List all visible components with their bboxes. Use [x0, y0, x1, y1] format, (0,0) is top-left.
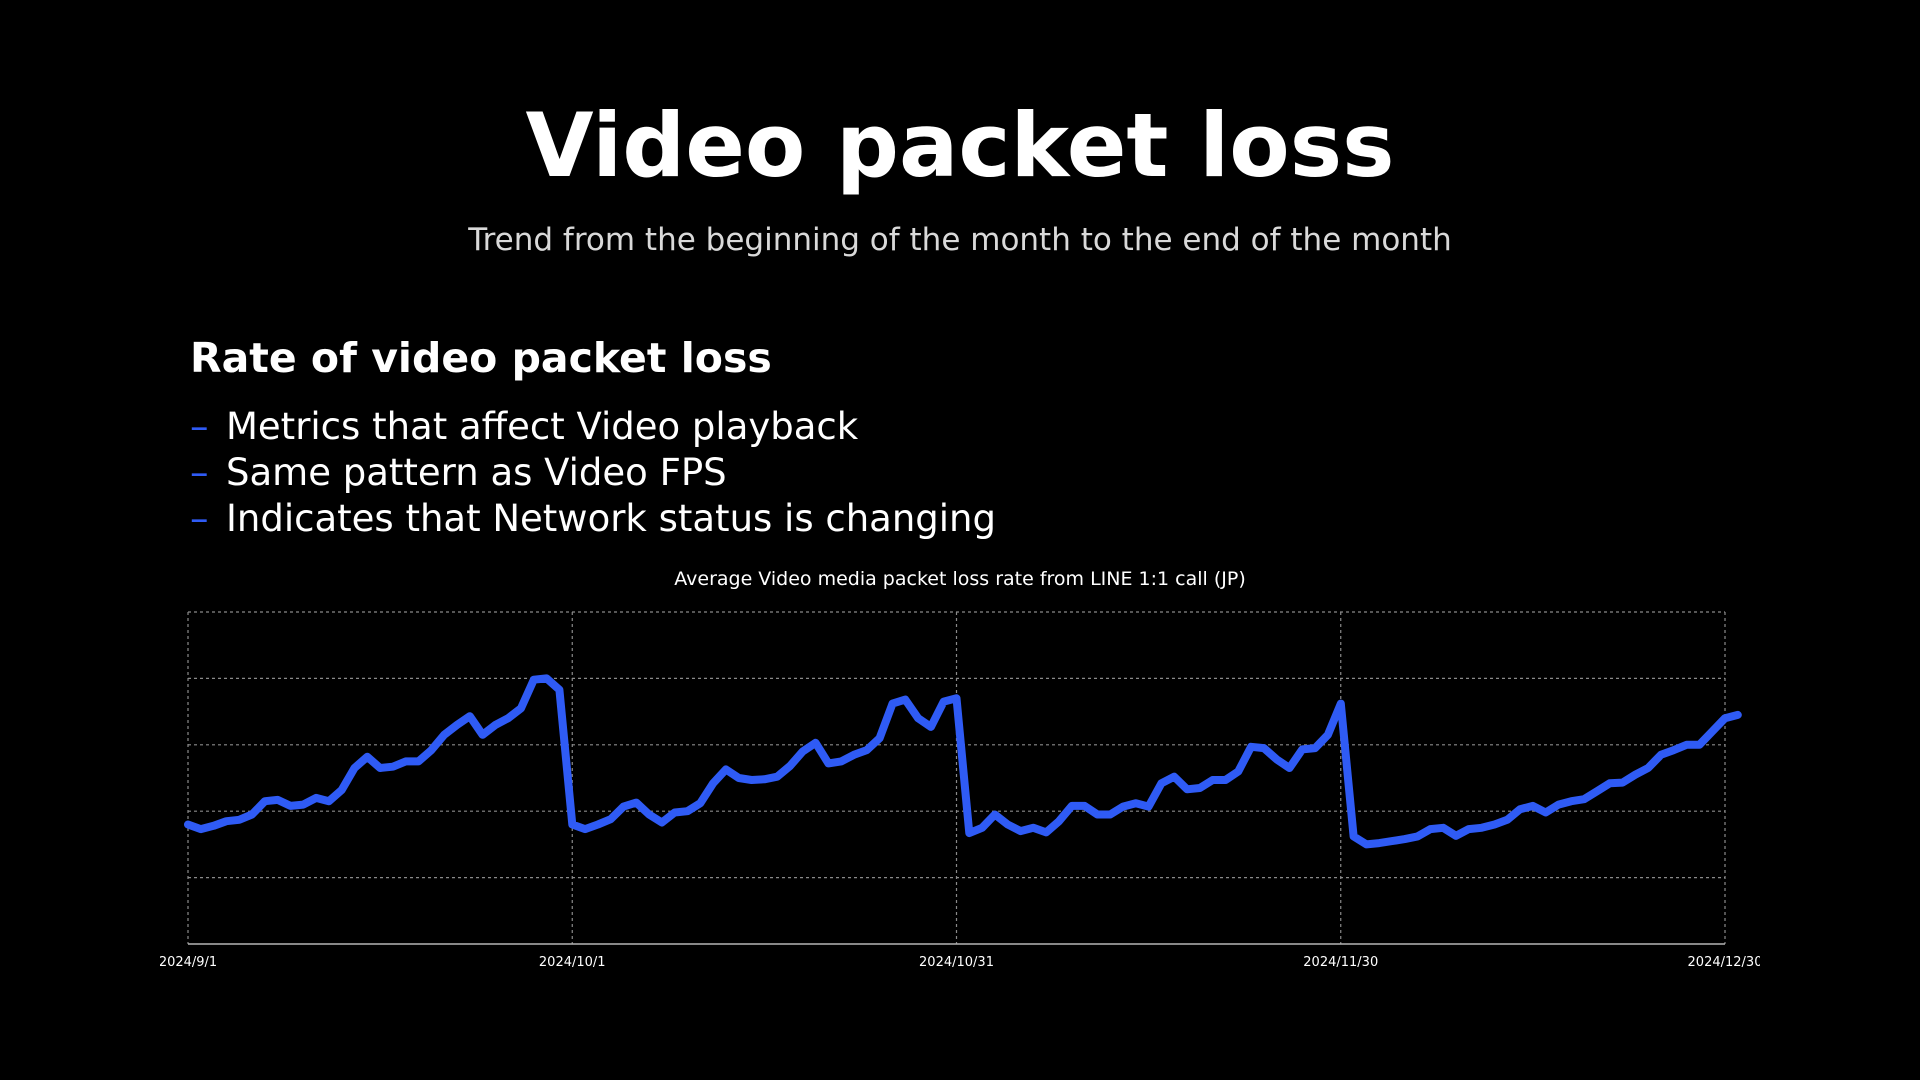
- line-chart: 2024/9/1 2024/10/1 2024/10/31 2024/11/30 202…: [160, 611, 1760, 970]
- x-tick-label: 2024/10/1: [539, 955, 606, 970]
- bullet-text: Same pattern as Video FPS: [226, 451, 727, 494]
- bullet-text: Indicates that Network status is changin…: [226, 497, 996, 540]
- x-tick-label: 2024/10/31: [919, 955, 994, 970]
- bullet-item: – Same pattern as Video FPS: [190, 450, 996, 496]
- page-subtitle: Trend from the beginning of the month to…: [468, 222, 1452, 258]
- section-heading: Rate of video packet loss: [190, 334, 772, 382]
- bullet-dash-icon: –: [190, 451, 209, 494]
- bullet-item: – Indicates that Network status is changi…: [190, 496, 996, 542]
- x-tick-label: 2024/12/30: [1688, 955, 1760, 970]
- x-tick-label: 2024/9/1: [160, 955, 217, 970]
- bullet-dash-icon: –: [190, 497, 209, 540]
- chart-title: Average Video media packet loss rate fro…: [674, 568, 1246, 590]
- chart-x-ticks: 2024/9/1 2024/10/1 2024/10/31 2024/11/30 202…: [160, 955, 1760, 970]
- bullet-list: – Metrics that affect Video playback – Sam…: [190, 404, 996, 542]
- bullet-item: – Metrics that affect Video playback: [190, 404, 996, 450]
- chart-grid: [187, 611, 1726, 944]
- series-line: [184, 674, 1742, 849]
- page-title: Video packet loss: [525, 94, 1395, 197]
- bullet-text: Metrics that affect Video playback: [226, 405, 859, 448]
- x-tick-label: 2024/11/30: [1303, 955, 1378, 970]
- bullet-dash-icon: –: [190, 405, 209, 448]
- chart-series: [184, 674, 1742, 849]
